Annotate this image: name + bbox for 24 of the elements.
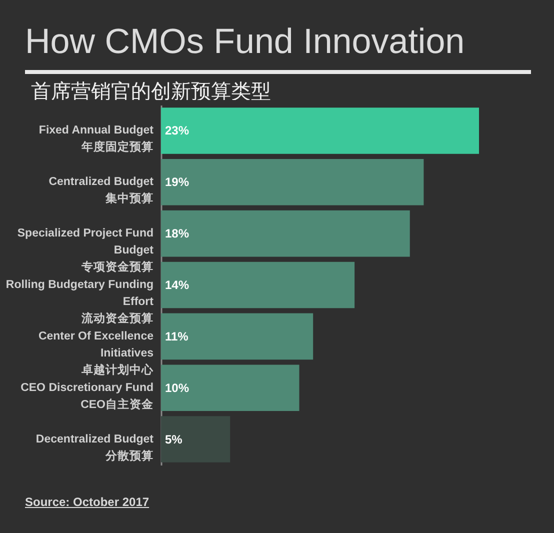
y-tick-label: Decentralized Budget 分散预算 — [36, 433, 154, 462]
bar — [161, 262, 355, 308]
bar — [161, 108, 479, 154]
data-label: 19% — [165, 175, 190, 190]
data-label: 14% — [165, 278, 190, 292]
bar — [161, 159, 424, 206]
bar — [161, 364, 300, 411]
source-note: Source: October 2017 — [25, 495, 150, 509]
data-label: 5% — [165, 432, 183, 446]
y-tick-label: Rolling Budgetary Funding Effort 流动资金预算 — [6, 279, 154, 325]
bar — [161, 210, 410, 257]
data-label: 11% — [165, 329, 189, 344]
bar — [161, 313, 314, 360]
y-tick-label: Center Of Excellence Initiatives 卓越计划中心 — [38, 330, 154, 376]
y-tick-label: Specialized Project Fund Budget 专项资金预算 — [17, 228, 154, 274]
chart-title: How CMOs Fund Innovation — [25, 22, 465, 62]
data-label: 18% — [165, 226, 190, 241]
bar — [161, 416, 230, 462]
data-label: 23% — [165, 124, 190, 138]
y-tick-label: CEO Discretionary Fund CEO自主资金 — [20, 382, 154, 411]
y-tick-label: Centralized Budget 集中预算 — [48, 176, 154, 206]
chart-subtitle: 首席营销官的创新预算类型 — [31, 78, 271, 105]
data-label: 10% — [165, 380, 190, 395]
y-tick-label: Fixed Annual Budget 年度固定预算 — [38, 124, 154, 154]
